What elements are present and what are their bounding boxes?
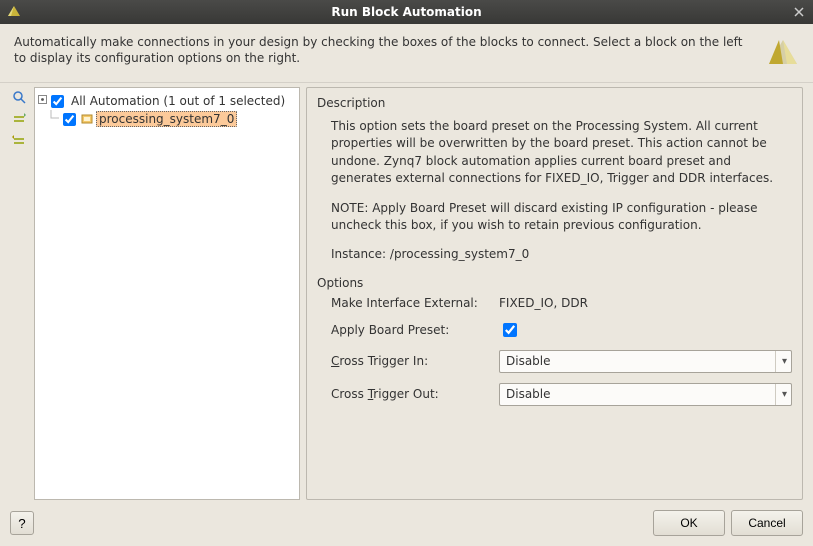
titlebar: Run Block Automation: [0, 0, 813, 24]
tree-collapse-icon[interactable]: [37, 94, 47, 108]
close-icon[interactable]: [791, 4, 807, 20]
details-panel: Description This option sets the board p…: [306, 87, 803, 500]
cancel-button[interactable]: Cancel: [731, 510, 803, 536]
chevron-down-icon: ▾: [775, 384, 787, 405]
apply-preset-checkbox[interactable]: [503, 323, 517, 337]
tree-child-label: processing_system7_0: [96, 111, 237, 127]
ok-button[interactable]: OK: [653, 510, 725, 536]
apply-preset-label: Apply Board Preset:: [331, 323, 491, 337]
cross-out-pre: Cross: [331, 387, 368, 401]
make-external-label: Make Interface External:: [331, 296, 491, 310]
instance-line: Instance: /processing_system7_0: [331, 246, 792, 263]
cross-trigger-in-combo[interactable]: Disable ▾: [499, 350, 792, 373]
collapse-all-icon[interactable]: [11, 133, 27, 149]
tree-root-label: All Automation (1 out of 1 selected): [68, 93, 288, 109]
tree-child-checkbox[interactable]: [63, 113, 76, 126]
cross-in-rest: ross Trigger In:: [339, 354, 428, 368]
search-icon[interactable]: [11, 89, 27, 105]
description-paragraph-1: This option sets the board preset on the…: [331, 118, 792, 188]
tree-child-row[interactable]: processing_system7_0: [37, 110, 297, 128]
cross-trigger-in-value: Disable: [506, 354, 775, 368]
expand-all-icon[interactable]: [11, 111, 27, 127]
info-text: Automatically make connections in your d…: [14, 34, 753, 66]
main-area: All Automation (1 out of 1 selected) pro…: [0, 83, 813, 506]
tree-panel: All Automation (1 out of 1 selected) pro…: [34, 87, 300, 500]
window-title: Run Block Automation: [0, 5, 813, 19]
help-button[interactable]: ?: [10, 511, 34, 535]
tree-root-checkbox[interactable]: [51, 95, 64, 108]
vivado-logo-icon: [763, 34, 803, 74]
cross-trigger-out-combo[interactable]: Disable ▾: [499, 383, 792, 406]
tree-branch-icon: [49, 110, 59, 128]
description-paragraph-2: NOTE: Apply Board Preset will discard ex…: [331, 200, 792, 235]
apply-preset-cell: [499, 320, 792, 340]
info-header: Automatically make connections in your d…: [0, 24, 813, 83]
tool-column: [10, 87, 28, 500]
cross-trigger-out-value: Disable: [506, 387, 775, 401]
options-grid: Make Interface External: FIXED_IO, DDR A…: [317, 294, 792, 406]
app-logo-icon: [6, 4, 22, 20]
cross-out-post: rigger Out:: [373, 387, 438, 401]
cross-trigger-in-label: Cross Trigger In:: [331, 354, 491, 368]
description-body: This option sets the board preset on the…: [317, 114, 792, 274]
make-external-value: FIXED_IO, DDR: [499, 296, 792, 310]
description-title: Description: [317, 96, 792, 110]
tree-root-row[interactable]: All Automation (1 out of 1 selected): [37, 92, 297, 110]
chevron-down-icon: ▾: [775, 351, 787, 372]
options-title: Options: [317, 276, 792, 290]
cross-trigger-out-label: Cross Trigger Out:: [331, 387, 491, 401]
ip-block-icon: [80, 112, 94, 126]
footer: ? OK Cancel: [0, 506, 813, 546]
